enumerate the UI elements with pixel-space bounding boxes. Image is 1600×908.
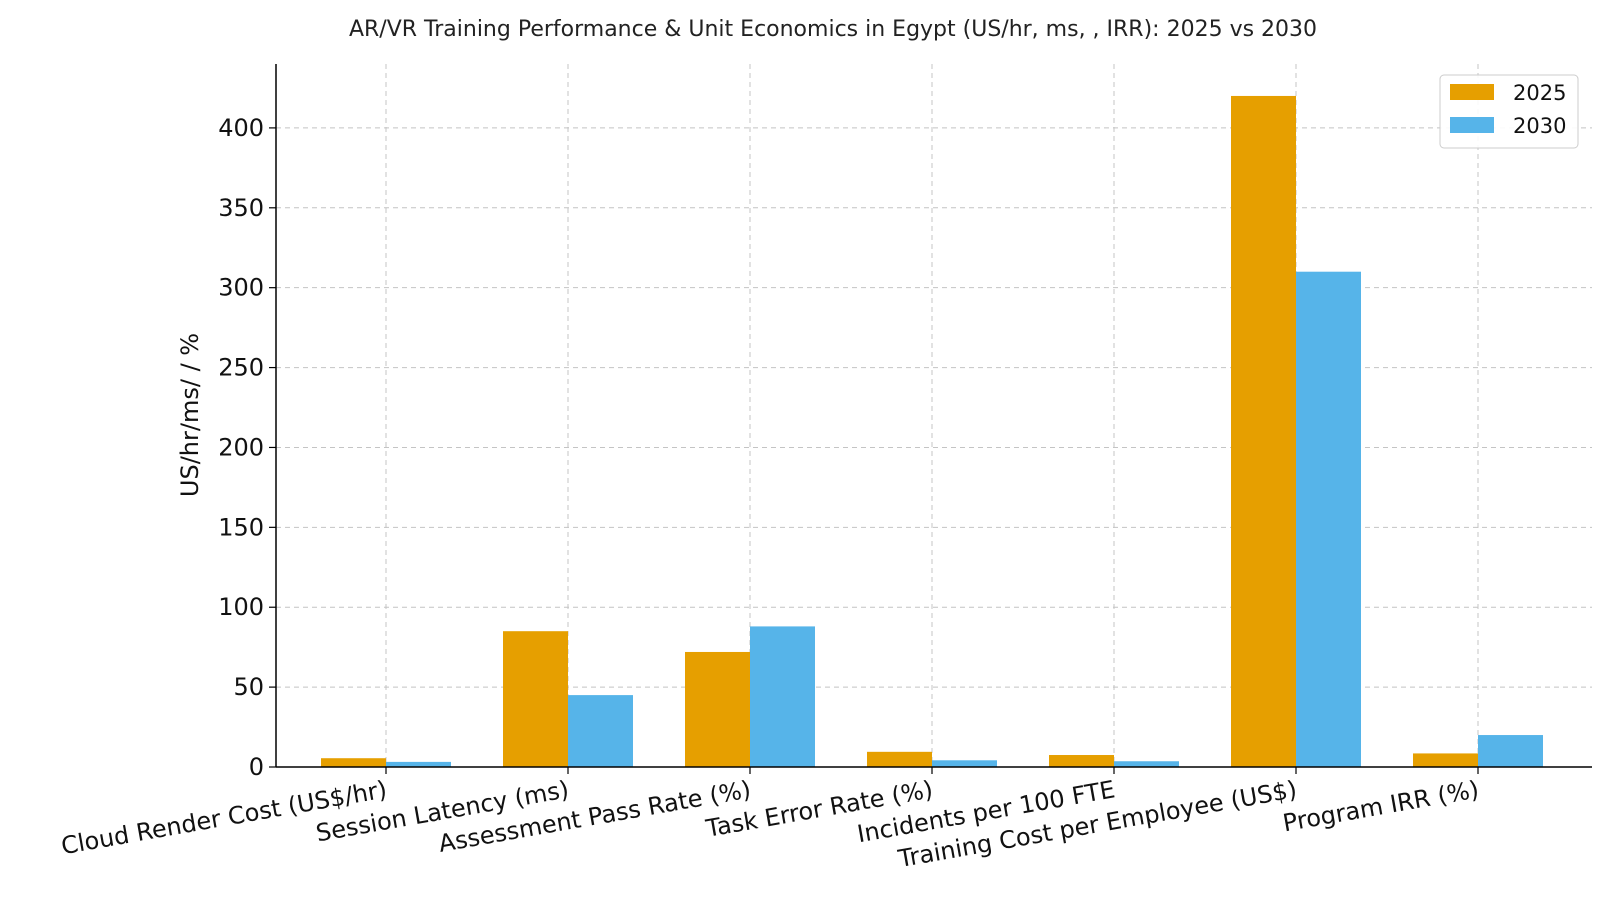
bar-2025-program-irr [1413, 753, 1478, 767]
y-tick-label-250: 250 [218, 354, 264, 382]
legend: 2025 2030 [1439, 74, 1579, 149]
bar-2025-assessment-pass-rate [685, 651, 750, 767]
bar-2030-task-error-rate [932, 760, 997, 767]
y-tick-label-0: 0 [249, 753, 264, 781]
bar-2025-task-error-rate [867, 751, 932, 767]
legend-swatch-2025 [1450, 84, 1494, 100]
legend-label-2030: 2030 [1513, 114, 1566, 138]
bar-2030-session-latency-ms [568, 695, 633, 767]
y-axis-label: US/hr/ms/ / % [176, 333, 204, 497]
bar-2030-assessment-pass-rate [750, 626, 815, 767]
bar-2030-training-cost-per-employee-us [1296, 271, 1361, 767]
bar-2025-session-latency-ms [503, 631, 568, 767]
x-ticks: Cloud Render Cost (US$/hr)Session Latenc… [59, 767, 1481, 873]
legend-swatch-2030 [1450, 117, 1494, 133]
y-tick-label-400: 400 [218, 114, 264, 142]
bar-2025-training-cost-per-employee-us [1231, 95, 1296, 768]
grid [276, 64, 1592, 767]
y-tick-label-350: 350 [218, 194, 264, 222]
bar-2030-incidents-per-100-fte [1114, 761, 1179, 767]
bar-2025-incidents-per-100-fte [1049, 755, 1114, 767]
axes [275, 64, 1592, 768]
y-tick-label-150: 150 [218, 513, 264, 541]
y-tick-label-100: 100 [218, 593, 264, 621]
y-tick-label-300: 300 [218, 274, 264, 302]
x-tick-label-program-irr: Program IRR (%) [1281, 775, 1481, 837]
legend-label-2025: 2025 [1513, 81, 1566, 105]
bar-2030-program-irr [1478, 735, 1543, 767]
chart-title: AR/VR Training Performance & Unit Econom… [349, 17, 1317, 42]
bars [321, 95, 1543, 768]
y-ticks: 0 50 100 150 200 250 300 350 400 [218, 114, 276, 781]
bar-2030-cloud-render-cost-us-hr [386, 761, 451, 767]
bar-2025-cloud-render-cost-us-hr [321, 758, 386, 767]
y-tick-label-50: 50 [233, 673, 264, 701]
y-tick-label-200: 200 [218, 433, 264, 461]
